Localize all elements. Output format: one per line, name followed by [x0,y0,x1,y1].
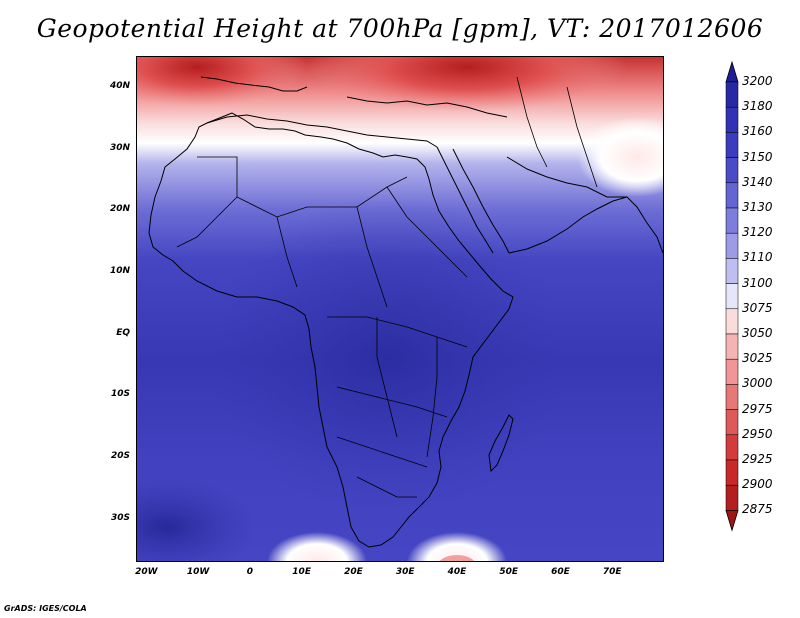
colorbar-level-label: 3000 [742,376,773,391]
lon-tick-label: 20E [344,567,363,577]
country-borders [176,76,598,498]
colorbar-segment [725,232,739,259]
colorbar-segment [725,308,739,335]
ridge-arabia [577,117,663,197]
mediterranean-south-coast [206,114,438,148]
iran-border [566,86,598,188]
niger-border [276,216,298,288]
colorbar-level-label: 2950 [742,426,773,441]
colorbar-segment [725,182,739,209]
colorbar-bottom-arrow [725,509,739,532]
southern-africa-border [356,476,417,498]
lat-tick-label: 20N [109,204,130,215]
lat-tick-label: 40N [109,80,130,91]
lon-tick-label: 0 [246,567,253,577]
west-sahel-border [176,196,238,248]
colorbar-level-label: 2900 [742,477,773,492]
lon-tick-label: 50E [499,567,519,577]
red-sea-east-coast [452,148,510,254]
colorbar-segment [725,333,739,360]
lon-tick-label: 30E [395,567,415,577]
madagascar-coastline [488,414,514,473]
colorbar-level-label: 3110 [742,250,773,265]
arabian-peninsula-south-coast [508,196,628,254]
colorbar-level-label: 3100 [742,275,773,290]
lat-tick-label: 30S [110,512,130,523]
colorbar-level-label: 3150 [742,149,773,164]
lat-tick-label: EQ [116,327,130,338]
colorbar-segment [725,157,739,184]
colorbar-segment [725,106,739,133]
colorbar-level-label: 3120 [742,225,773,240]
lat-tick-label: 10S [110,389,130,400]
india-west-coast [626,196,663,254]
congo-border [336,386,448,418]
lon-tick-label: 10E [292,567,311,577]
colorbar-level-label: 3130 [742,200,773,214]
colorbar-segment [725,207,739,234]
colorbar-level-label: 3050 [742,326,773,340]
mediterranean-north-coast [200,76,308,92]
trough-south-atlantic [267,532,367,561]
colorbar-level-label: 3160 [742,124,773,139]
colorbar-segment [725,409,739,436]
lon-tick-label: 60E [551,567,570,577]
colorbar [725,60,739,532]
colorbar-level-label: 2975 [742,401,773,416]
colorbar-level-label: 2875 [742,502,773,517]
trough-core [439,555,475,561]
drc-border [376,317,398,438]
colorbar-level-label: 3200 [742,74,773,88]
persian-gulf-coast [506,156,627,198]
colorbar-segment [725,384,739,410]
colorbar-segment [725,283,739,310]
map-panel [136,56,664,562]
low-height-region-east [307,57,627,112]
colorbar-segment [725,459,739,486]
lat-tick-label: 10N [109,265,130,276]
sudan-border [386,186,468,278]
lon-tick-label: 10W [186,567,210,577]
africa-coastline [148,112,514,548]
colorbar-level-label: 3075 [742,300,773,315]
europe-south-coast [346,96,508,118]
zambia-border [336,436,428,468]
lon-tick-label: 20W [135,567,158,577]
lat-tick-label: 20S [110,451,130,462]
colorbar-segment [725,132,739,158]
colorbar-segment [725,484,739,511]
central-africa-border [327,316,468,348]
sahara-border [197,156,408,218]
colorbar-level-label: 3140 [742,174,773,189]
lat-tick-label: 30N [109,142,130,153]
low-height-region-west [137,57,307,107]
red-sea-west-coast [436,146,494,254]
turkey-iraq-border [516,76,548,168]
lon-tick-label: 70E [602,567,622,577]
colorbar-segment [725,434,739,461]
trough-south-indian [407,532,507,561]
colorbar-level-label: 3180 [742,99,773,114]
lon-tick-label: 40E [447,567,467,577]
colorbar-segment [725,81,739,108]
colorbar-segment [725,258,739,284]
coastlines [148,76,663,548]
colorbar-segment [725,358,739,385]
colorbar-top-arrow [725,60,739,83]
colorbar-level-label: 3025 [742,351,773,366]
high-height-southwest [137,477,257,561]
colorbar-level-label: 2925 [742,452,773,466]
height-field-map [137,57,663,561]
high-height-central-africa [207,197,567,517]
chad-border [356,206,388,308]
chart-title: Geopotential Height at 700hPa [gpm], VT:… [36,14,764,43]
east-africa-border [426,337,438,458]
grads-credit: GrADS: IGES/COLA [4,604,87,613]
